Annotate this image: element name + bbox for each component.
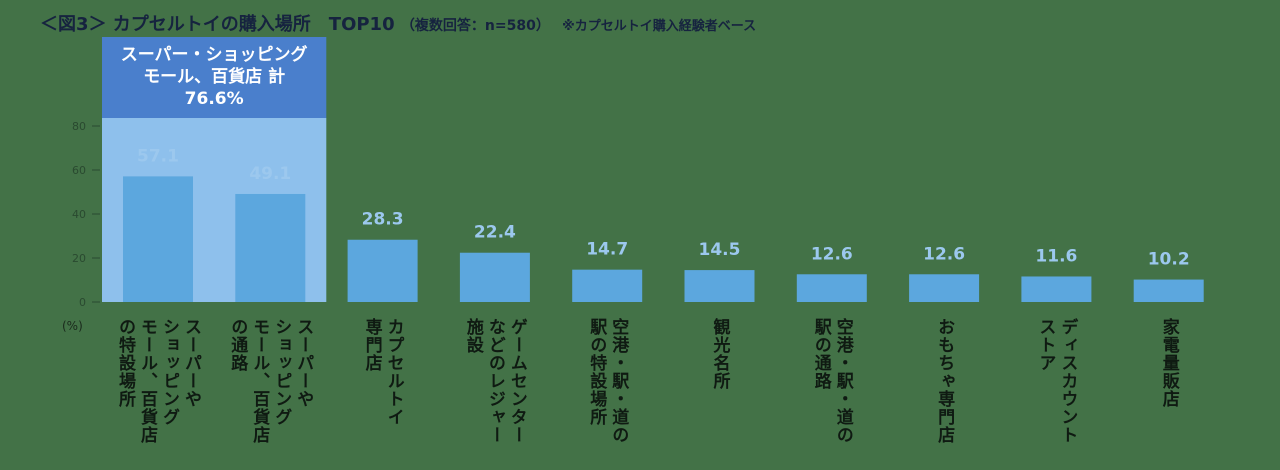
bar bbox=[572, 269, 643, 302]
x-tick-label: スーパーや ショッピング モール、百貨店 の特設場所 bbox=[115, 318, 201, 444]
y-tick-label: 80 bbox=[72, 120, 86, 133]
x-tick-label: おもちゃ専門店 bbox=[934, 318, 955, 444]
data-label: 49.1 bbox=[249, 164, 291, 184]
bar bbox=[235, 193, 306, 302]
bar bbox=[909, 274, 980, 302]
x-tick-label: カプセルトイ 専門店 bbox=[361, 318, 404, 426]
data-label: 14.7 bbox=[586, 240, 628, 260]
bar bbox=[123, 176, 193, 302]
x-tick-label: 観光名所 bbox=[709, 318, 730, 390]
data-label: 22.4 bbox=[474, 223, 516, 243]
data-label: 14.5 bbox=[699, 240, 741, 260]
data-label: 10.2 bbox=[1148, 250, 1190, 270]
data-label: 11.6 bbox=[1035, 246, 1077, 266]
y-tick-label: 0 bbox=[79, 296, 86, 309]
bar bbox=[1133, 279, 1204, 302]
x-tick-label: 空港・駅・道の 駅の特設場所 bbox=[586, 318, 629, 444]
x-tick-label: 空港・駅・道の 駅の通路 bbox=[810, 318, 853, 444]
highlight-label-line: スーパー・ショッピング bbox=[121, 44, 308, 65]
data-label: 57.1 bbox=[137, 146, 179, 166]
highlight-header bbox=[102, 37, 327, 118]
bar bbox=[347, 239, 418, 302]
bar bbox=[684, 270, 755, 302]
data-label: 12.6 bbox=[811, 244, 853, 264]
title-main: ＜図3＞ カプセルトイの購入場所 TOP10 bbox=[40, 14, 395, 35]
x-tick-label: スーパーや ショッピング モール、百貨店 の通路 bbox=[227, 318, 314, 444]
bar bbox=[796, 274, 867, 302]
title-note: ※カプセルトイ購入経験者ベース bbox=[562, 19, 757, 34]
highlight-label-line: モール、百貨店 計 bbox=[143, 66, 285, 87]
y-tick-label: 60 bbox=[72, 164, 86, 177]
data-label: 12.6 bbox=[923, 244, 965, 264]
title-subtitle: （複数回答：n=580） bbox=[400, 18, 550, 34]
y-axis-unit: (%) bbox=[62, 319, 83, 333]
y-tick-label: 20 bbox=[72, 252, 86, 265]
y-tick-label: 40 bbox=[72, 208, 86, 221]
data-label: 28.3 bbox=[362, 210, 404, 230]
x-tick-label: 家電量販店 bbox=[1158, 318, 1179, 408]
bar bbox=[459, 252, 530, 302]
chart-title: ＜図3＞ カプセルトイの購入場所 TOP10 （複数回答：n=580） ※カプセ… bbox=[40, 10, 756, 36]
x-tick-label: ディスカウント ストア bbox=[1035, 318, 1078, 444]
bar bbox=[1021, 276, 1092, 302]
highlight-label-line: 76.6% bbox=[185, 89, 244, 109]
x-tick-label: ゲームセンター などのレジャー 施設 bbox=[462, 318, 527, 444]
